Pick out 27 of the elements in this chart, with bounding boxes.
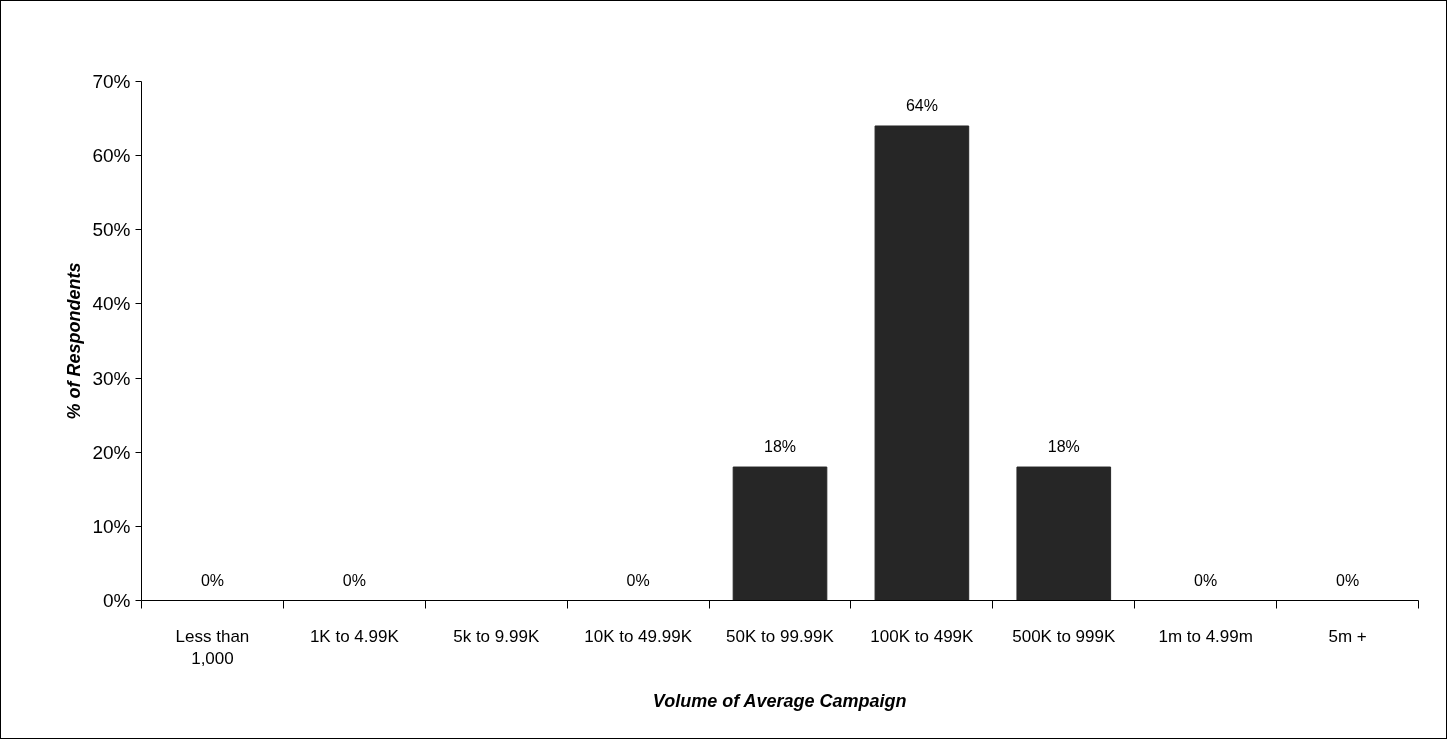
x-tick-label: 500K to 999K [1012,626,1116,646]
x-tick-label: 5m + [1328,626,1367,646]
x-tick-label: Less than 1,000 [175,626,250,669]
data-label: 0% [1335,571,1360,589]
y-tick-label: 40% [92,293,131,315]
x-tick-label: 10K to 49.99K [584,626,693,646]
y-tick-label: 30% [92,367,131,389]
x-axis-title: Volume of Average Campaign [652,691,907,712]
x-tick-label: 1K to 4.99K [309,626,400,646]
data-label: 18% [763,438,797,456]
y-tick-label: 20% [92,441,131,463]
y-tick-label: 10% [92,515,131,537]
x-tick-label: 100K to 499K [870,626,975,646]
y-tick-label: 60% [92,145,131,167]
x-tick-label: 1m to 4.99m [1158,626,1253,646]
y-tick-label: 50% [92,219,131,241]
y-tick-label: 0% [103,590,131,611]
y-tick-label: 70% [92,71,131,92]
data-label: 0% [626,571,650,589]
x-tick-label: 50K to 99.99K [726,626,835,646]
data-label: 0% [1194,571,1218,589]
data-label: 18% [1047,438,1080,456]
x-tick-label: 5k to 9.99K [453,626,540,646]
y-axis-title: % of Respondents [64,262,85,420]
data-label: 64% [905,96,938,114]
data-label: 0% [342,571,366,589]
data-label: 0% [200,571,225,589]
